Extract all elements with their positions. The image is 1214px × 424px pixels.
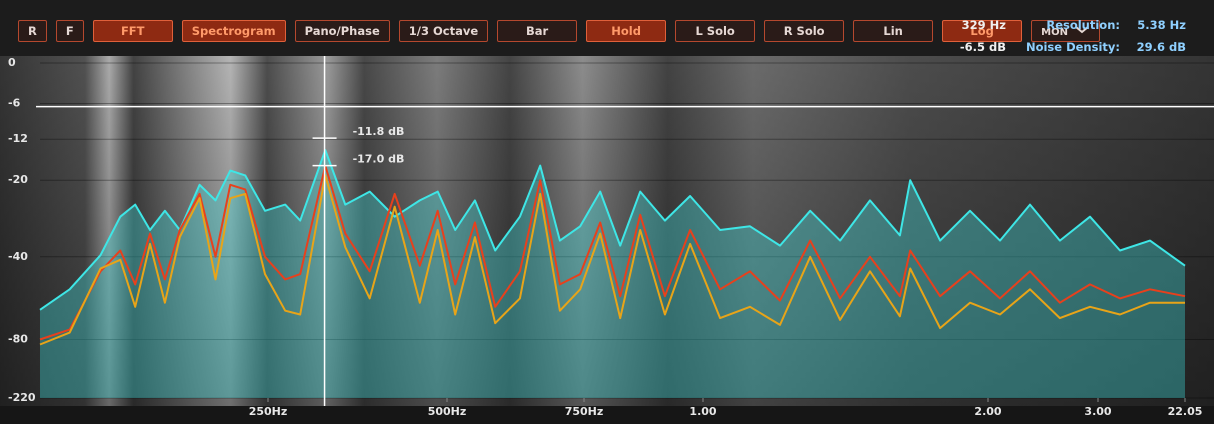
y-tick-label: -80 bbox=[8, 332, 28, 345]
cursor-frequency: 329 Hz bbox=[958, 18, 1006, 32]
y-tick-label: -6 bbox=[8, 97, 21, 110]
x-tick-label: 1.00 bbox=[689, 405, 716, 418]
x-tick-label: 750Hz bbox=[565, 405, 604, 418]
y-tick-label: -12 bbox=[8, 132, 28, 145]
y-tick-label: -220 bbox=[8, 391, 36, 404]
toggle-button[interactable]: R bbox=[18, 20, 47, 42]
toggle-button[interactable]: F bbox=[56, 20, 84, 42]
toggle-button[interactable]: FFT bbox=[93, 20, 173, 42]
noise-density: 29.6 dB bbox=[1120, 40, 1186, 54]
toggle-button[interactable]: 1/3 Octave bbox=[399, 20, 488, 42]
x-tick-label: 250Hz bbox=[249, 405, 288, 418]
peak-label: -11.8 dB bbox=[353, 125, 405, 138]
toggle-button[interactable]: Lin bbox=[853, 20, 933, 42]
peak-label: -17.0 dB bbox=[353, 153, 405, 166]
toggle-button[interactable]: Hold bbox=[586, 20, 666, 42]
analyzer: 0 -6 -12 -20 -40 -80 -220 250Hz 500Hz 750Hz 1.00 2.… bbox=[0, 0, 1214, 424]
toggle-button[interactable]: R Solo bbox=[764, 20, 844, 42]
toggle-button[interactable]: Bar bbox=[497, 20, 577, 42]
page: 0 -6 -12 -20 -40 -80 -220 250Hz 500Hz 750Hz 1.00 2.… bbox=[0, 0, 1214, 424]
x-tick-label: 22.05 bbox=[1168, 405, 1203, 418]
toggle-button[interactable]: Pano/Phase bbox=[295, 20, 390, 42]
y-tick-label: 0 bbox=[8, 56, 16, 69]
toggle-button[interactable]: L Solo bbox=[675, 20, 755, 42]
cursor-level: -6.5 dB bbox=[958, 40, 1006, 54]
y-tick-label: -40 bbox=[8, 250, 28, 263]
noise-density-label: Noise Density: bbox=[1020, 40, 1120, 54]
x-tick-label: 3.00 bbox=[1084, 405, 1111, 418]
y-tick-label: -20 bbox=[8, 173, 28, 186]
x-tick-label: 2.00 bbox=[974, 405, 1001, 418]
resolution: 5.38 Hz bbox=[1120, 18, 1186, 32]
x-tick-label: 500Hz bbox=[428, 405, 467, 418]
toggle-button[interactable]: Spectrogram bbox=[182, 20, 286, 42]
resolution-label: Resolution: bbox=[1040, 18, 1120, 32]
